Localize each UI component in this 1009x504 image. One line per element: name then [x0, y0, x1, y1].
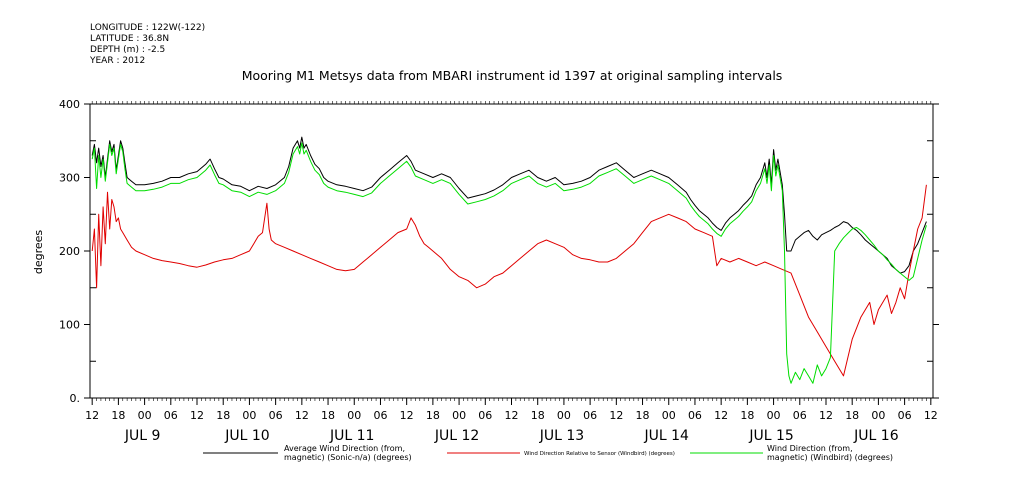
x-tick-label: 00	[871, 409, 885, 422]
x-tick-label: 18	[321, 409, 335, 422]
x-tick-label: 18	[531, 409, 545, 422]
x-tick-label: 18	[845, 409, 859, 422]
x-tick-label: 06	[269, 409, 283, 422]
legend-label-average-1: Average Wind Direction (from,	[284, 444, 405, 453]
meta-latitude: LATITUDE : 36.8N	[90, 34, 169, 44]
legend-label-windbird-2: magnetic) (Windbird) (degrees)	[767, 453, 893, 462]
y-tick-label: 300	[59, 172, 80, 185]
x-tick-label: 06	[373, 409, 387, 422]
day-label: JUL 12	[434, 428, 479, 444]
minor-ticks	[91, 101, 932, 401]
x-tick-label: 18	[740, 409, 754, 422]
day-label: JUL 10	[224, 428, 269, 444]
legend: Average Wind Direction (from, magnetic) …	[203, 444, 893, 462]
x-tick-label: 06	[583, 409, 597, 422]
x-tick-label: 00	[662, 409, 676, 422]
series-line-3	[91, 142, 927, 384]
day-label: JUL 9	[124, 428, 161, 444]
x-tick-label: 00	[767, 409, 781, 422]
legend-label-average-2: magnetic) (Sonic-n/a) (degrees)	[284, 453, 412, 462]
x-tick-label: 12	[295, 409, 309, 422]
x-tick-label: 06	[898, 409, 912, 422]
x-tick-label: 18	[426, 409, 440, 422]
x-tick-label: 06	[164, 409, 178, 422]
day-label: JUL 11	[329, 428, 374, 444]
y-tick-label: 400	[59, 98, 80, 111]
x-tick-label: 06	[478, 409, 492, 422]
day-label: JUL 15	[748, 428, 793, 444]
x-tick-label: 12	[609, 409, 623, 422]
x-tick-label: 00	[557, 409, 571, 422]
x-tick-label: 00	[242, 409, 256, 422]
x-tick-label: 12	[714, 409, 728, 422]
y-tick-label: 200	[59, 245, 80, 258]
x-tick-label: 18	[636, 409, 650, 422]
day-label: JUL 13	[539, 428, 584, 444]
legend-label-windbird-1: Wind Direction (from,	[767, 444, 853, 453]
x-axis-day-labels: JUL 9 JUL 10 JUL 11 JUL 12 JUL 13 JUL 14 JUL 1…	[124, 428, 899, 444]
x-tick-label: 12	[505, 409, 519, 422]
series-line-1	[91, 136, 927, 274]
x-tick-label: 00	[452, 409, 466, 422]
x-tick-label: 12	[190, 409, 204, 422]
meta-depth: DEPTH (m) : -2.5	[90, 45, 165, 55]
day-label: JUL 14	[644, 428, 690, 444]
x-tick-label: 00	[347, 409, 361, 422]
y-axis: 0. 100 200 300 400	[59, 98, 939, 405]
x-tick-label: 12	[400, 409, 414, 422]
x-tick-label: 18	[111, 409, 125, 422]
x-tick-label: 12	[819, 409, 833, 422]
x-axis: 12 18 00 06 12 18 00 06 12 18 00 06 12 18 00 06 12 18 00 06…	[85, 398, 938, 422]
x-tick-label: 06	[688, 409, 702, 422]
series-line-2	[91, 184, 927, 377]
y-axis-label: degrees	[32, 230, 45, 275]
chart-title: Mooring M1 Metsys data from MBARI instru…	[242, 68, 783, 83]
plot-frame	[89, 103, 934, 399]
meta-year: YEAR : 2012	[89, 56, 145, 66]
meta-longitude: LONGITUDE : 122W(-122)	[90, 23, 205, 33]
x-tick-label: 12	[924, 409, 938, 422]
x-tick-label: 18	[216, 409, 230, 422]
day-label: JUL 16	[853, 428, 899, 444]
y-tick-label: 0.	[70, 392, 81, 405]
legend-label-relative: Wind Direction Relative to Sensor (Windb…	[524, 451, 675, 457]
header-meta: LONGITUDE : 122W(-122) LATITUDE : 36.8N …	[89, 23, 205, 66]
x-tick-label: 06	[793, 409, 807, 422]
x-tick-label: 00	[138, 409, 152, 422]
y-tick-label: 100	[59, 319, 80, 332]
x-tick-label: 12	[85, 409, 99, 422]
series-lines	[91, 136, 927, 384]
